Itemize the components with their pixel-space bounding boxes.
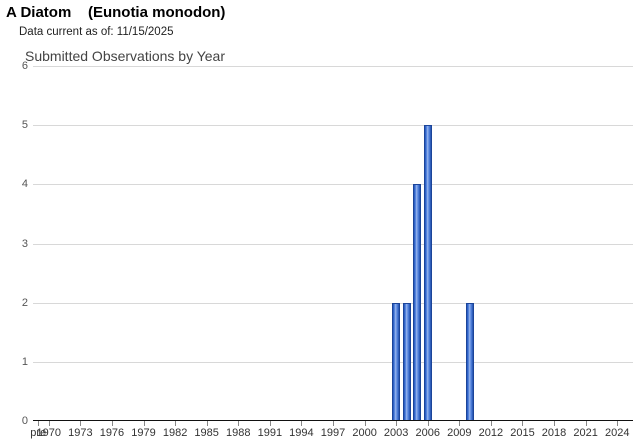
bar[interactable]: [413, 184, 422, 421]
chart-plot-area: 0 1 2 3 4 5 6: [22, 60, 633, 427]
x-axis-tick-label: 2018: [541, 427, 567, 439]
gridline: [33, 243, 633, 245]
x-axis-tick-label: 2015: [510, 427, 535, 439]
x-axis-tick-label: 1988: [226, 427, 251, 439]
x-axis-tick-label: 1997: [320, 427, 346, 439]
x-axis-tick-label: 1982: [162, 427, 188, 439]
bar[interactable]: [465, 302, 474, 421]
species-common-name: A Diatom: [6, 4, 72, 21]
x-axis-tick: [490, 421, 492, 426]
gridline: [33, 361, 633, 363]
x-axis-tick: [333, 421, 334, 426]
y-axis-tick-label: 3: [21, 237, 28, 250]
bar[interactable]: [392, 302, 401, 421]
x-axis-tick-label: 1994: [289, 427, 314, 439]
x-axis-tick: [175, 421, 177, 426]
x-axis-tick-label: 2003: [383, 427, 409, 439]
x-axis-tick: [585, 421, 587, 426]
x-axis-tick: [111, 421, 113, 426]
x-axis-tick-label: 2012: [478, 427, 504, 439]
gridline: [33, 125, 633, 127]
x-axis-tick: [80, 421, 82, 426]
page-title: A Diatom (Eunotia monodon): [6, 4, 225, 21]
x-axis-tick-label: 1973: [68, 427, 93, 439]
x-axis-tick-label: 2024: [604, 427, 630, 439]
x-axis-tick-label: 2000: [352, 427, 377, 439]
x-axis-tick: [38, 421, 40, 426]
x-axis-labels-group: pre 1970 1973 1976 1979 1982 1985 1988 1991 1994 1…: [30, 421, 633, 442]
x-axis-tick: [617, 421, 619, 426]
x-axis-tick-label: 2006: [415, 427, 440, 439]
y-axis-tick-label: 6: [21, 60, 28, 72]
x-axis-tick-label: pre: [30, 427, 47, 439]
y-axis-tick-label: 5: [21, 119, 28, 132]
y-axis-tick-label: 2: [21, 296, 28, 309]
y-axis-tick-label: 1: [21, 355, 28, 368]
x-axis-tick: [48, 421, 50, 426]
x-axis-line: [33, 419, 633, 421]
y-axis-tick-label: 0: [21, 415, 28, 427]
bar[interactable]: [402, 302, 411, 421]
x-axis-tick: [269, 421, 271, 426]
x-axis-tick: [301, 421, 303, 426]
x-axis-tick-label: 2009: [447, 427, 472, 439]
x-axis-tick-label: 1991: [257, 427, 283, 439]
x-axis-tick: [459, 421, 461, 426]
data-current-label: Data current as of: 11/15/2025: [19, 26, 174, 38]
species-scientific-name: (Eunotia monodon): [87, 4, 226, 21]
x-axis-tick-label: 1979: [131, 427, 156, 439]
x-axis-tick-label: 2021: [573, 427, 598, 439]
bar[interactable]: [423, 125, 432, 421]
x-axis-tick-label: 1985: [194, 427, 219, 439]
x-axis-tick: [238, 421, 240, 426]
x-axis-tick: [364, 421, 366, 426]
x-axis-tick: [427, 421, 429, 426]
x-axis-tick: [143, 421, 145, 426]
y-axis-tick-label: 4: [21, 178, 28, 191]
chart-title: Submitted Observations by Year: [25, 48, 226, 64]
gridline: [33, 302, 633, 304]
x-axis-tick: [522, 421, 524, 426]
x-axis-tick-label: 1976: [99, 427, 125, 439]
gridline: [33, 184, 633, 186]
x-axis-tick-label: 1970: [36, 427, 62, 439]
x-axis-tick: [554, 421, 556, 426]
gridline: [33, 66, 633, 67]
x-axis-tick: [206, 421, 208, 426]
x-axis-tick: [396, 421, 398, 426]
